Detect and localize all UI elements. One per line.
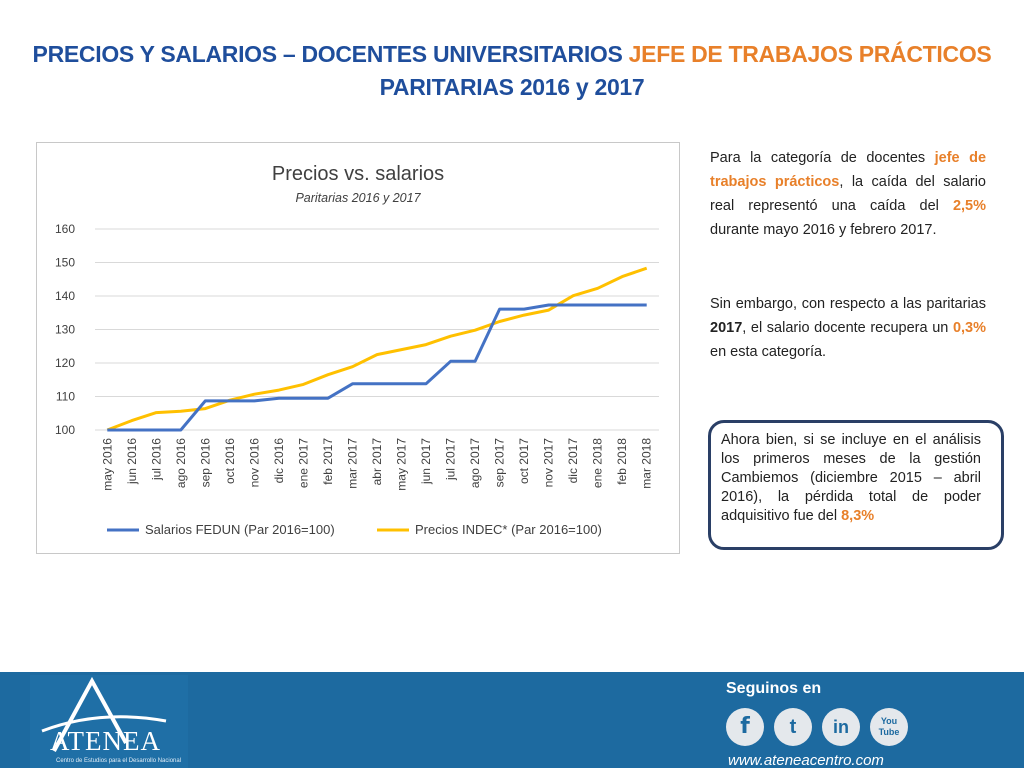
- p2-text-a: Sin embargo, con respecto a las paritari…: [710, 296, 986, 312]
- x-tick-label: dic 2016: [272, 438, 286, 484]
- p1-text-e: durante mayo 2016 y febrero 2017.: [710, 222, 937, 238]
- website-link[interactable]: www.ateneacentro.com: [728, 752, 884, 769]
- x-tick-label: jun 2016: [125, 438, 139, 485]
- logo-wordmark: ATENEA: [50, 726, 161, 756]
- y-tick-label: 150: [55, 256, 75, 270]
- x-tick-label: ene 2018: [591, 438, 605, 488]
- page-title: PRECIOS Y SALARIOS – DOCENTES UNIVERSITA…: [0, 38, 1024, 104]
- x-tick-label: oct 2016: [223, 438, 237, 484]
- x-tick-label: oct 2017: [517, 438, 531, 484]
- x-tick-label: feb 2017: [321, 438, 335, 485]
- follow-label: Seguinos en: [726, 680, 822, 697]
- callout-text: Ahora bien, si se incluye en el análisis…: [721, 431, 981, 526]
- title-line1-blue: PRECIOS Y SALARIOS – DOCENTES UNIVERSITA…: [32, 41, 629, 67]
- x-tick-label: ago 2017: [468, 438, 482, 488]
- callout-box: Ahora bien, si se incluye en el análisis…: [708, 420, 1004, 550]
- x-tick-label: abr 2017: [370, 438, 384, 486]
- line-chart: Precios vs. salarios Paritarias 2016 y 20…: [55, 163, 659, 537]
- atenea-logo[interactable]: [30, 675, 188, 768]
- p1-category: jefe de trabajos prácticos: [710, 150, 987, 190]
- logo-subtitle: Centro de Estudios para el Desarrollo Na…: [56, 758, 182, 764]
- y-tick-label: 110: [56, 390, 75, 404]
- x-tick-label: ago 2016: [174, 438, 188, 488]
- x-tick-label: dic 2017: [566, 438, 580, 484]
- chart-panel: Precios vs. salarios Paritarias 2016 y 20…: [36, 142, 680, 554]
- legend-label-salarios: Salarios FEDUN (Par 2016=100): [145, 522, 335, 537]
- x-tick-label: mar 2017: [345, 438, 359, 489]
- x-tick-label: nov 2016: [247, 438, 261, 488]
- title-line1-orange: JEFE DE TRABAJOS PRÁCTICOS: [628, 41, 992, 67]
- p1-text-c: , la caída del salario real representó u…: [710, 174, 986, 214]
- x-tick-label: may 2017: [395, 438, 409, 491]
- youtube-icon[interactable]: You Tube: [870, 708, 908, 746]
- x-tick-label: ene 2017: [296, 438, 310, 488]
- paragraph-1: Para la categoría de docentes jefe de tr…: [710, 146, 986, 242]
- callout-body: Ahora bien, si se incluye en el análisis…: [721, 432, 981, 524]
- series-line-precios: [106, 266, 648, 432]
- x-tick-label: mar 2018: [640, 438, 654, 489]
- x-tick-label: nov 2017: [542, 438, 556, 488]
- p2-percent: 0,3%: [952, 320, 986, 336]
- chart-subtitle: Paritarias 2016 y 2017: [295, 191, 421, 205]
- x-tick-label: sep 2017: [493, 438, 507, 488]
- y-tick-label: 130: [55, 323, 75, 337]
- chart-title: Precios vs. salarios: [272, 163, 444, 185]
- linkedin-icon[interactable]: in: [822, 708, 860, 746]
- x-tick-label: jul 2017: [444, 438, 458, 481]
- title-line2: PARITARIAS 2016 y 2017: [379, 74, 645, 100]
- x-tick-label: jun 2017: [419, 438, 433, 485]
- x-tick-label: may 2016: [100, 438, 114, 491]
- callout-percent: 8,3%: [841, 508, 875, 524]
- legend-label-precios: Precios INDEC* (Par 2016=100): [415, 522, 602, 537]
- facebook-icon[interactable]: f: [726, 708, 764, 746]
- p2-text-e: en esta categoría.: [710, 344, 827, 360]
- x-tick-label: sep 2016: [198, 438, 212, 488]
- series-line-salarios: [107, 303, 647, 432]
- x-tick-label: feb 2018: [615, 438, 629, 485]
- y-tick-label: 120: [55, 356, 75, 370]
- atenea-a-icon: [41, 676, 167, 752]
- y-tick-label: 100: [55, 423, 75, 437]
- paragraph-2: Sin embargo, con respecto a las paritari…: [710, 292, 986, 364]
- p1-percent: 2,5%: [952, 198, 986, 214]
- x-tick-label: jul 2016: [149, 438, 163, 481]
- y-tick-label: 160: [55, 222, 75, 236]
- twitter-icon[interactable]: t: [774, 708, 812, 746]
- y-tick-label: 140: [55, 289, 75, 303]
- p2-year: 2017: [710, 320, 743, 336]
- p2-text-c: , el salario docente recupera un: [742, 320, 953, 336]
- p1-text-a: Para la categoría de docentes: [710, 150, 935, 166]
